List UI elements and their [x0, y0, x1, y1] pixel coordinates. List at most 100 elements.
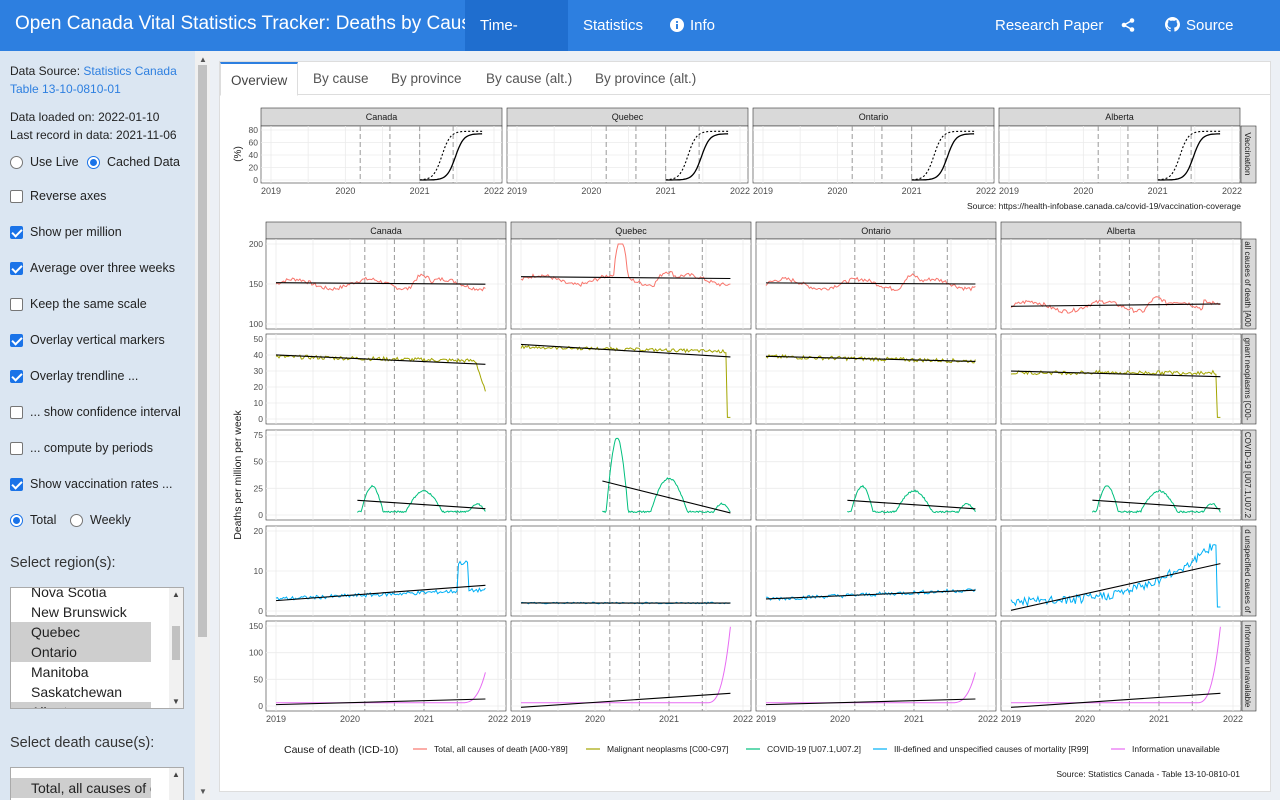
tab-by-province-alt[interactable]: By province (alt.)	[595, 71, 697, 86]
region-option[interactable]: Nova Scotia	[31, 587, 107, 600]
radio-circle[interactable]	[10, 155, 23, 169]
vaccination-row-strip-label: Vaccination	[1243, 132, 1253, 176]
research-paper-link[interactable]: Research Paper	[995, 17, 1104, 34]
checkbox-box[interactable]	[10, 297, 23, 311]
cause-row-strip	[1241, 429, 1257, 521]
radio-circle[interactable]	[10, 513, 23, 527]
scroll-up-icon[interactable]: ▲	[172, 590, 180, 599]
region-option[interactable]: Saskatchewan	[31, 684, 123, 700]
y-tick-label: 10	[254, 398, 264, 408]
option-checkbox[interactable]: Keep the same scale	[10, 297, 147, 311]
scroll-down-icon[interactable]: ▼	[199, 787, 207, 796]
series-line	[1091, 485, 1221, 514]
province-strip-label: Alberta	[1107, 226, 1136, 236]
source-code-link[interactable]: Source Code	[1150, 0, 1280, 85]
option-label: Show vaccination rates ...	[30, 477, 173, 491]
checkbox-box[interactable]	[10, 333, 23, 347]
use-live-radio[interactable]: Use Live	[10, 155, 79, 169]
total-radio[interactable]: Total	[10, 513, 56, 527]
tab-by-cause[interactable]: By cause	[313, 71, 369, 86]
checkbox-box[interactable]	[10, 225, 23, 239]
checkbox-box[interactable]	[10, 477, 23, 491]
chart-source: Source: Statistics Canada - Table 13-10-…	[1056, 769, 1240, 779]
scroll-thumb[interactable]	[198, 65, 207, 637]
scroll-down-icon[interactable]: ▼	[172, 697, 180, 706]
legend-label: Ill-defined and unspecified causes of mo…	[894, 744, 1089, 754]
data-source-link[interactable]: Statistics Canada Table 13-10-0810-01	[10, 64, 177, 96]
y-tick-label: 20	[254, 526, 264, 536]
trendline	[765, 355, 976, 363]
x-tick-label: 2022	[1223, 714, 1243, 724]
region-option[interactable]: Quebec	[11, 622, 151, 642]
cause-listbox[interactable]: Total, all causes of death ▲	[10, 767, 184, 800]
series-line	[1010, 543, 1221, 608]
cached-data-label: Cached Data	[107, 155, 180, 169]
region-option[interactable]: New Brunswick	[31, 604, 127, 620]
x-tick-label: 2020	[830, 714, 850, 724]
tab-by-cause-alt[interactable]: By cause (alt.)	[486, 71, 573, 86]
option-checkbox[interactable]: Overlay vertical markers	[10, 333, 165, 347]
checkbox-box[interactable]	[10, 369, 23, 383]
option-checkbox[interactable]: Average over three weeks	[10, 261, 175, 275]
region-listbox[interactable]: Nova Scotia New Brunswick Quebec Ontario Man…	[10, 587, 184, 709]
x-tick-label: 2020	[340, 714, 360, 724]
region-option[interactable]: Ontario	[11, 642, 151, 662]
tab-time-series[interactable]: Time-series	[465, 0, 568, 85]
cause-row-strip	[1241, 238, 1257, 330]
option-checkbox[interactable]: Show vaccination rates ...	[10, 477, 172, 491]
x-tick-label: 2021	[659, 714, 679, 724]
scroll-up-icon[interactable]: ▲	[199, 55, 207, 64]
x-tick-label: 2021	[904, 714, 924, 724]
cached-data-radio[interactable]: Cached Data	[87, 155, 180, 169]
info-icon	[670, 18, 684, 32]
x-tick-label: 2021	[410, 186, 430, 196]
region-scrollbar[interactable]: ▲ ▼	[169, 588, 183, 708]
app-title: Open Canada Vital Statistics Tracker: De…	[15, 13, 482, 34]
trendline	[520, 343, 731, 358]
region-option[interactable]: Manitoba	[31, 664, 89, 680]
tab-statistics[interactable]: Statistics	[583, 17, 644, 34]
vaccination-y-label: (%)	[233, 146, 244, 162]
tab-info[interactable]: Info	[655, 0, 730, 51]
share-button[interactable]	[1106, 0, 1156, 51]
cause-select-label: Select death cause(s):	[10, 735, 155, 751]
option-checkbox[interactable]: ... show confidence interval	[10, 405, 181, 419]
cause-row-strip	[1241, 620, 1257, 712]
checkbox-box[interactable]	[10, 261, 23, 275]
y-tick-label: 200	[249, 239, 263, 249]
sidebar-scrollbar[interactable]: ▲ ▼	[195, 51, 210, 800]
cause-option[interactable]: Total, all causes of death	[11, 778, 151, 798]
cause-scrollbar[interactable]: ▲	[169, 768, 183, 800]
tab-by-province[interactable]: By province	[391, 71, 462, 86]
cause-panel	[510, 333, 752, 425]
checkbox-box[interactable]	[10, 189, 23, 203]
weekly-radio[interactable]: Weekly	[70, 513, 131, 527]
scroll-thumb[interactable]	[172, 626, 180, 660]
cause-panel	[265, 429, 507, 521]
trendline	[765, 589, 976, 600]
vaccination-line-full	[665, 133, 729, 181]
trendline	[1010, 563, 1221, 611]
trendline	[275, 698, 486, 706]
option-checkbox[interactable]: Show per million	[10, 225, 122, 239]
tab-overview[interactable]: Overview	[220, 62, 299, 96]
checkbox-box[interactable]	[10, 441, 23, 455]
y-tick-label: 60	[249, 138, 259, 148]
option-checkbox[interactable]: ... compute by periods	[10, 441, 153, 455]
y-tick-label: 40	[249, 150, 259, 160]
y-tick-label: 20	[254, 382, 264, 392]
y-tick-label: 150	[249, 621, 263, 631]
region-option[interactable]: Alberta	[11, 702, 151, 708]
y-tick-label: 0	[258, 414, 263, 424]
trendline	[765, 282, 976, 285]
option-checkbox[interactable]: Reverse axes	[10, 189, 106, 203]
legend-label: COVID-19 [U07.1,U07.2]	[767, 744, 861, 754]
vaccination-strip-label: Canada	[366, 112, 398, 122]
radio-circle[interactable]	[70, 513, 83, 527]
option-checkbox[interactable]: Overlay trendline ...	[10, 369, 138, 383]
radio-circle[interactable]	[87, 155, 100, 169]
series-line	[276, 672, 486, 704]
scroll-up-icon[interactable]: ▲	[172, 770, 180, 779]
checkbox-box[interactable]	[10, 405, 23, 419]
x-tick-label: 2022	[978, 714, 998, 724]
